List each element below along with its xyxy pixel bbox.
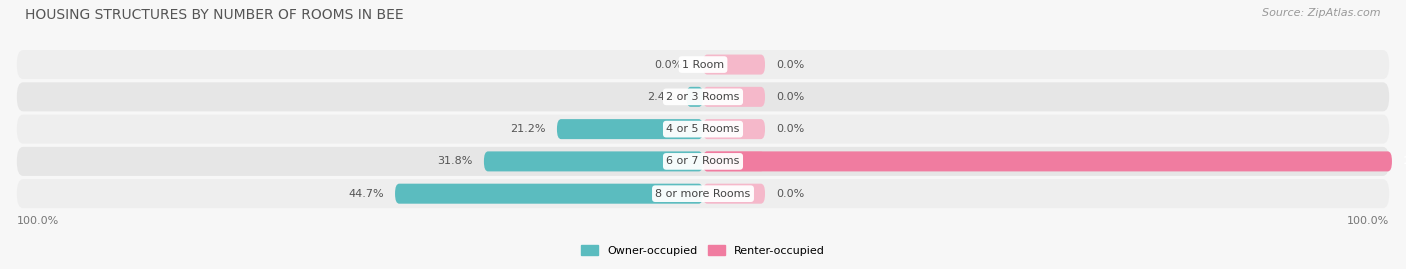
FancyBboxPatch shape bbox=[703, 87, 765, 107]
Text: 0.0%: 0.0% bbox=[776, 124, 804, 134]
Text: 2.4%: 2.4% bbox=[647, 92, 675, 102]
Text: 21.2%: 21.2% bbox=[510, 124, 546, 134]
Text: 6 or 7 Rooms: 6 or 7 Rooms bbox=[666, 156, 740, 167]
FancyBboxPatch shape bbox=[484, 151, 703, 171]
Text: 8 or more Rooms: 8 or more Rooms bbox=[655, 189, 751, 199]
Text: 100.0%: 100.0% bbox=[1403, 156, 1406, 167]
Text: 0.0%: 0.0% bbox=[776, 92, 804, 102]
FancyBboxPatch shape bbox=[557, 119, 703, 139]
Text: 100.0%: 100.0% bbox=[17, 216, 59, 226]
Text: 4 or 5 Rooms: 4 or 5 Rooms bbox=[666, 124, 740, 134]
Text: Source: ZipAtlas.com: Source: ZipAtlas.com bbox=[1263, 8, 1381, 18]
Text: 0.0%: 0.0% bbox=[654, 59, 682, 70]
FancyBboxPatch shape bbox=[703, 119, 765, 139]
FancyBboxPatch shape bbox=[17, 179, 1389, 208]
Text: 0.0%: 0.0% bbox=[776, 189, 804, 199]
Text: 31.8%: 31.8% bbox=[437, 156, 472, 167]
FancyBboxPatch shape bbox=[703, 151, 765, 171]
Text: 2 or 3 Rooms: 2 or 3 Rooms bbox=[666, 92, 740, 102]
FancyBboxPatch shape bbox=[395, 184, 703, 204]
FancyBboxPatch shape bbox=[17, 82, 1389, 111]
FancyBboxPatch shape bbox=[17, 50, 1389, 79]
Text: 0.0%: 0.0% bbox=[776, 59, 804, 70]
Text: 1 Room: 1 Room bbox=[682, 59, 724, 70]
Legend: Owner-occupied, Renter-occupied: Owner-occupied, Renter-occupied bbox=[581, 245, 825, 256]
Text: 44.7%: 44.7% bbox=[349, 189, 384, 199]
FancyBboxPatch shape bbox=[703, 184, 765, 204]
FancyBboxPatch shape bbox=[703, 151, 1392, 171]
FancyBboxPatch shape bbox=[17, 115, 1389, 144]
FancyBboxPatch shape bbox=[686, 87, 703, 107]
FancyBboxPatch shape bbox=[703, 55, 765, 75]
Text: HOUSING STRUCTURES BY NUMBER OF ROOMS IN BEE: HOUSING STRUCTURES BY NUMBER OF ROOMS IN… bbox=[25, 8, 404, 22]
Text: 100.0%: 100.0% bbox=[1347, 216, 1389, 226]
FancyBboxPatch shape bbox=[17, 147, 1389, 176]
